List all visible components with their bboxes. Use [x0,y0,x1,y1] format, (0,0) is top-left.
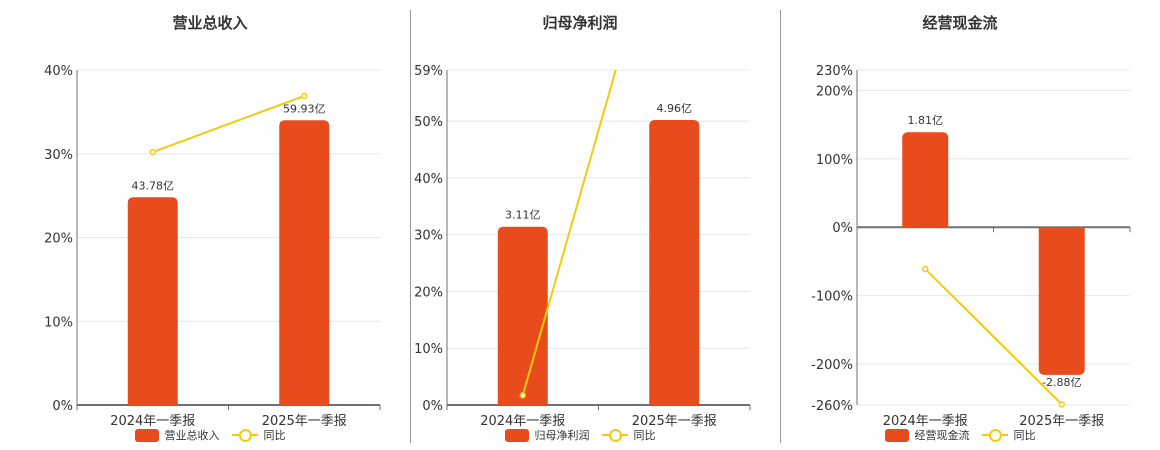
x-tick-label: 2024年一季报 [883,414,968,429]
chart-panel-revenue: 营业总收入 0% 10% 20% 30% 40% 2024年一季报 2025年一季报 43.7… [0,0,410,450]
legend-line-label[interactable]: 同比 [1013,429,1036,442]
bar-value-label: 3.11亿 [505,209,541,222]
y-tick-label: 200% [816,85,853,100]
legend-line-swatch[interactable] [981,428,1008,442]
y-tick-label: 50% [414,115,443,130]
legend-line-swatch[interactable] [231,428,258,442]
panel-divider [780,10,781,443]
legend-line-swatch[interactable] [601,428,628,442]
y-tick-label: 30% [414,229,443,244]
x-tick-label: 2025年一季报 [1019,414,1104,429]
legend-bar-swatch[interactable] [504,428,529,442]
x-tick-label: 2024年一季报 [480,414,565,429]
bar-value-label: 59.93亿 [283,102,326,115]
y-tick-label: 0% [832,221,853,236]
chart-title: 营业总收入 [172,14,248,32]
legend-bar-label[interactable]: 归母净利润 [534,429,590,442]
x-tick-label: 2025年一季报 [262,414,347,429]
yoy-line[interactable] [152,95,305,154]
bar[interactable] [649,119,700,406]
legend: 经营现金流 同比 [780,427,1140,443]
yoy-point[interactable] [922,265,929,273]
y-tick-label: 20% [414,285,443,300]
bar-value-label: 4.96亿 [657,102,693,115]
chart-plot: 0% 10% 20% 30% 40% 2024年一季报 2025年一季报 43.78亿 59.9… [44,64,381,429]
y-tick-label: 10% [44,315,73,330]
y-tick-label: 20% [44,232,73,247]
y-tick-label: 230% [816,64,853,79]
bar[interactable] [1038,227,1085,375]
y-tick-label: 59% [414,64,443,79]
bar-value-label: 43.78亿 [132,179,175,192]
legend-line-label[interactable]: 同比 [633,429,656,442]
chart-title: 经营现金流 [922,14,998,32]
chart-title: 归母净利润 [542,14,618,32]
y-tick-label: 10% [414,342,443,357]
y-tick-label: -260% [811,399,853,414]
yoy-point[interactable] [149,148,156,156]
yoy-point[interactable] [301,92,308,100]
y-tick-label: 30% [44,148,73,163]
bar-value-label: 1.81亿 [908,114,944,127]
legend-bar-swatch[interactable] [134,428,159,442]
y-tick-label: -100% [811,290,853,305]
legend-bar-label[interactable]: 经营现金流 [914,429,970,442]
yoy-line[interactable] [521,0,675,396]
legend: 营业总收入 同比 [0,427,420,443]
legend-bar-swatch[interactable] [884,428,909,442]
y-tick-label: 0% [52,399,73,414]
x-tick-label: 2024年一季报 [110,414,195,429]
legend: 归母净利润 同比 [400,427,760,443]
panel-divider [410,10,411,443]
y-tick-label: 40% [44,64,73,79]
yoy-line[interactable] [924,268,1063,405]
legend-bar-label[interactable]: 营业总收入 [164,429,220,442]
bar[interactable] [497,226,548,405]
y-tick-label: 100% [816,153,853,168]
bar[interactable] [279,120,330,405]
y-tick-label: -200% [811,358,853,373]
bar[interactable] [127,197,178,405]
bar-value-label: -2.88亿 [1042,376,1081,389]
yoy-point[interactable] [519,392,526,399]
bar[interactable] [902,132,949,228]
legend-line-label[interactable]: 同比 [263,429,286,442]
y-tick-label: 40% [414,172,443,187]
x-tick-label: 2025年一季报 [632,414,717,429]
yoy-point[interactable] [1058,401,1065,408]
chart-panel-net-profit: 归母净利润 0% 10% 20% 30% 40% 50% 59% 2024年一季报 2025年一… [400,0,760,443]
chart-plot: 0% 10% 20% 30% 40% 50% 59% 2024年一季报 2025年一季报 3.11… [414,0,751,429]
y-tick-label: 0% [422,399,443,414]
